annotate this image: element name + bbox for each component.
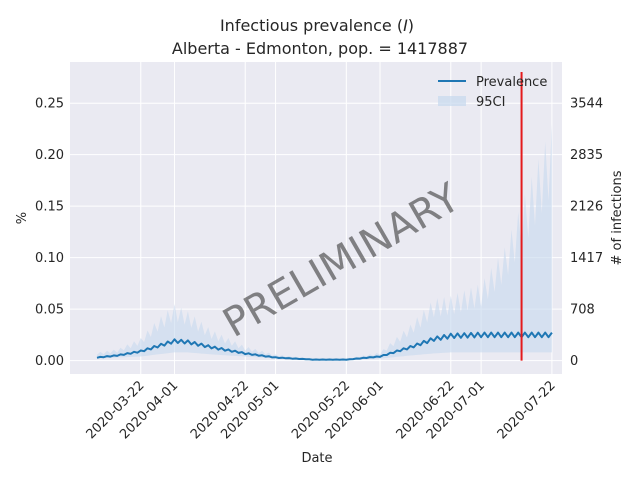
chart-title-line2: Alberta - Edmonton, pop. = 1417887: [172, 39, 468, 58]
y-tick-label: 0.10: [35, 251, 64, 266]
legend: Prevalence 95CI: [438, 75, 547, 110]
y-right-tick-label: 708: [570, 303, 595, 318]
title-symbol: I: [403, 16, 408, 35]
chart-title-line1: Infectious prevalence (I): [220, 16, 414, 35]
legend-band-swatch: [438, 96, 466, 106]
y-tick-label: 0.15: [35, 200, 64, 215]
y-right-tick-label: 2126: [570, 200, 603, 215]
y-axis-label-right: # of infections: [610, 170, 625, 265]
y-right-tick-label: 2835: [570, 148, 603, 163]
legend-label-95ci: 95CI: [476, 95, 505, 110]
title-suffix: ): [408, 16, 414, 35]
y-tick-label: 0.05: [35, 303, 64, 318]
x-tick-label: 2020-07-22: [495, 378, 559, 442]
legend-label-prevalence: Prevalence: [476, 75, 547, 90]
y-axis-label-left: %: [15, 212, 30, 224]
title-prefix: Infectious prevalence (: [220, 16, 403, 35]
y-tick-label: 0.20: [35, 148, 64, 163]
y-tick-label: 0.25: [35, 97, 64, 112]
x-axis-label: Date: [301, 451, 332, 466]
y-right-tick-label: 3544: [570, 97, 603, 112]
y-right-tick-label: 1417: [570, 251, 603, 266]
prevalence-line: [96, 331, 553, 361]
y-tick-label: 0.00: [35, 354, 64, 369]
series-lines: [96, 72, 553, 361]
y-right-tick-label: 0: [570, 354, 578, 369]
